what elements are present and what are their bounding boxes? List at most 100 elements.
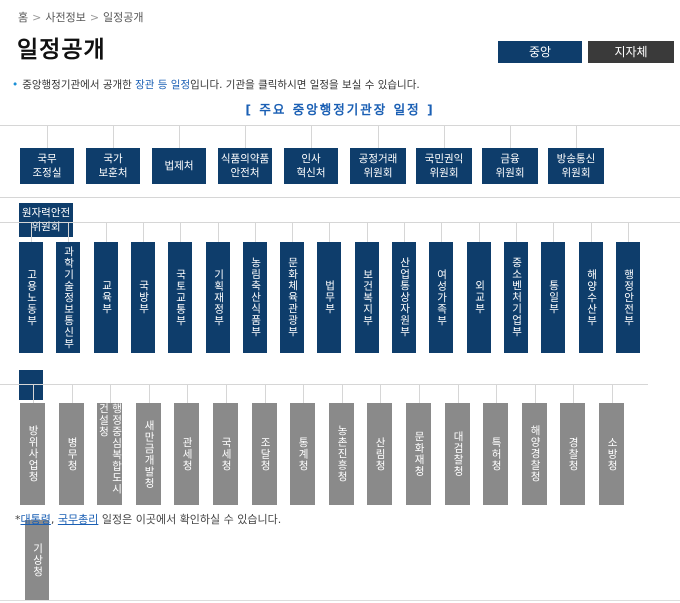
connector-line: [0, 197, 680, 198]
org-label: 행정중심복합도시건설청: [97, 403, 123, 495]
org-box[interactable]: 새만금개발청: [136, 403, 161, 505]
org-box[interactable]: 국방부: [131, 242, 155, 353]
org-box[interactable]: 산림청: [367, 403, 392, 505]
org-box[interactable]: 고용노동부: [19, 242, 43, 353]
breadcrumb-home[interactable]: 홈: [18, 11, 29, 24]
org-box[interactable]: 법무부: [317, 242, 341, 353]
connector-line: [611, 385, 613, 403]
intro-link[interactable]: 장관 등 일정: [135, 79, 191, 91]
connector-line: [225, 385, 227, 403]
org-box[interactable]: 보건복지부: [355, 242, 379, 353]
org-label: 방송통신 위원회: [556, 152, 596, 179]
org-box[interactable]: 여성가족부: [429, 242, 453, 353]
org-box[interactable]: 경찰청: [560, 403, 585, 505]
org-label: 국무 조정실: [32, 152, 62, 179]
org-box[interactable]: 국가 보훈처: [86, 148, 140, 184]
intro-text: • 중앙행정기관에서 공개한 장관 등 일정입니다. 기관을 클릭하시면 일정을 …: [12, 77, 420, 92]
org-box[interactable]: 국무 조정실: [20, 148, 74, 184]
connector-line: [32, 385, 34, 403]
footnote: *대통령, 국무총리 일정은 이곳에서 확인하실 수 있습니다.: [15, 511, 281, 527]
org-label: 통계청: [297, 436, 310, 472]
connector-line: [255, 223, 256, 242]
org-box[interactable]: 과학기술정보통신부: [56, 242, 80, 353]
org-box[interactable]: 방송통신 위원회: [548, 148, 604, 184]
org-box[interactable]: 원자력안전 위원회: [19, 203, 73, 237]
org-box[interactable]: 국민권익 위원회: [416, 148, 472, 184]
org-label: 농촌진흥청: [336, 425, 349, 483]
org-box[interactable]: 병무청: [59, 403, 84, 505]
org-box[interactable]: 공정거래 위원회: [350, 148, 406, 184]
president-link[interactable]: 대통령: [20, 513, 51, 526]
org-box[interactable]: 금융 위원회: [482, 148, 538, 184]
org-label: 대검찰청: [452, 431, 465, 477]
org-box[interactable]: 해양수산부: [579, 242, 603, 353]
org-box[interactable]: 방위사업청: [20, 403, 45, 505]
org-box[interactable]: 농림축산식품부: [243, 242, 267, 353]
connector-line: [418, 385, 420, 403]
org-box[interactable]: 인사 혁신처: [284, 148, 338, 184]
org-box[interactable]: 외교부: [467, 242, 491, 353]
org-box[interactable]: 통일부: [541, 242, 565, 353]
connector-line: [148, 385, 150, 403]
connector-line: [495, 385, 497, 403]
org-label: 관세청: [181, 436, 194, 472]
org-box[interactable]: 대검찰청: [445, 403, 470, 505]
connector-line: [0, 384, 648, 385]
bullet-icon: •: [12, 79, 19, 91]
org-box[interactable]: 해양경찰청: [522, 403, 547, 505]
org-connector-block: [19, 370, 43, 400]
org-box[interactable]: 행정안전부: [616, 242, 640, 353]
org-box[interactable]: 국세청: [213, 403, 238, 505]
org-box[interactable]: 법제처: [152, 148, 206, 184]
connector-line: [47, 126, 48, 148]
breadcrumb-level2: 일정공개: [103, 11, 144, 24]
connector-line: [109, 385, 111, 403]
connector-line: [143, 223, 144, 242]
org-box[interactable]: 기상청: [25, 520, 49, 600]
connector-line: [534, 385, 536, 403]
tab-local[interactable]: 지자체: [588, 41, 674, 63]
breadcrumb-level1[interactable]: 사전정보: [45, 11, 86, 24]
note-prefix: *: [15, 513, 21, 526]
org-label: 법무부: [323, 280, 336, 315]
org-box[interactable]: 기획재정부: [206, 242, 230, 353]
connector-line: [457, 385, 459, 403]
org-box[interactable]: 관세청: [174, 403, 199, 505]
org-label: 기획재정부: [212, 268, 225, 327]
connector-line: [341, 385, 343, 403]
org-box[interactable]: 특허청: [483, 403, 508, 505]
tab-central[interactable]: 중앙: [498, 41, 582, 63]
org-box[interactable]: 행정중심복합도시건설청: [97, 403, 123, 505]
org-box[interactable]: 통계청: [290, 403, 315, 505]
org-label: 공정거래 위원회: [358, 152, 398, 179]
connector-line: [628, 223, 629, 242]
page-title: 일정공개: [17, 37, 106, 63]
breadcrumb-separator: >: [89, 11, 100, 24]
connector-line: [106, 223, 107, 242]
org-label: 교육부: [100, 280, 113, 315]
org-box[interactable]: 농촌진흥청: [329, 403, 354, 505]
org-box[interactable]: 국토교통부: [168, 242, 192, 353]
org-box[interactable]: 문화재청: [406, 403, 431, 505]
org-box[interactable]: 식품의약품 안전처: [218, 148, 272, 184]
prime-minister-link[interactable]: 국무총리: [57, 513, 99, 526]
org-label: 경찰청: [567, 436, 580, 472]
org-label: 국민권익 위원회: [424, 152, 464, 179]
org-box[interactable]: 문화체육관광부: [280, 242, 304, 353]
org-box[interactable]: 소방청: [599, 403, 624, 505]
connector-line: [180, 223, 181, 242]
org-box[interactable]: 교육부: [94, 242, 118, 353]
org-label: 해양수산부: [585, 268, 598, 327]
org-box[interactable]: 조달청: [252, 403, 277, 505]
org-label: 금융 위원회: [495, 152, 525, 179]
org-label: 국가 보훈처: [98, 152, 128, 179]
intro-pre: 중앙행정기관에서 공개한: [22, 79, 136, 91]
org-label: 원자력안전 위원회: [21, 206, 71, 233]
org-box[interactable]: 중소벤처기업부: [504, 242, 528, 353]
connector-line: [302, 385, 304, 403]
connector-line: [329, 223, 330, 242]
org-box[interactable]: 산업통상자원부: [392, 242, 416, 353]
connector-line: [0, 222, 680, 223]
breadcrumb-separator: >: [32, 11, 42, 24]
